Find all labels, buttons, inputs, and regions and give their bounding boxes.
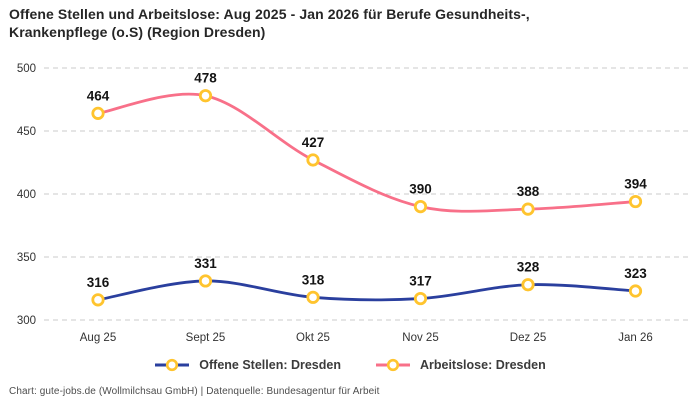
legend-line-circle-icon [155, 358, 190, 372]
data-point-label: 316 [87, 275, 110, 290]
data-point-label: 464 [87, 88, 110, 103]
data-point-marker[interactable] [306, 153, 320, 167]
y-tick-label: 350 [17, 252, 36, 264]
legend-label: Arbeitslose: Dresden [419, 358, 546, 372]
data-point-marker[interactable] [521, 278, 535, 292]
data-point-marker[interactable] [628, 284, 643, 298]
legend-line-circle-icon [375, 358, 410, 372]
legend-label: Offene Stellen: Dresden [199, 358, 341, 372]
y-tick-label: 400 [17, 189, 36, 201]
data-point-marker[interactable] [628, 194, 643, 209]
y-tick-label: 450 [17, 126, 36, 138]
data-point-marker[interactable] [413, 291, 428, 306]
data-point-label: 388 [517, 184, 540, 199]
x-tick-label: Nov 25 [402, 332, 438, 344]
chart-attribution: Chart: gute-jobs.de (Wollmilchsau GmbH) … [9, 386, 380, 397]
data-point-label: 328 [517, 260, 540, 275]
x-tick-label: Aug 25 [80, 332, 116, 344]
chart-legend: Offene Stellen: Dresden Arbeitslose: Dre… [0, 352, 700, 378]
data-point-label: 323 [624, 266, 647, 281]
data-point-label: 318 [302, 272, 325, 287]
data-point-marker[interactable] [521, 202, 535, 216]
data-point-label: 478 [194, 71, 217, 86]
data-point-marker[interactable] [413, 200, 428, 214]
chart-plot-area: 300 350 400 450 500 Aug 25 Sept 25 Okt 25 Nov 25… [0, 56, 700, 348]
chart-title: Offene Stellen und Arbeitslose: Aug 2025… [9, 6, 530, 41]
data-point-marker[interactable] [198, 89, 213, 103]
line-chart-svg: 300 350 400 450 500 Aug 25 Sept 25 Okt 25 Nov 25… [17, 63, 692, 344]
series-line-offene-stellen [96, 279, 637, 302]
legend-item-offene-stellen[interactable]: Offene Stellen: Dresden [154, 358, 341, 372]
series-line-arbeitslose [96, 92, 637, 213]
y-tick-label: 500 [17, 63, 36, 75]
x-tick-label: Okt 25 [296, 332, 330, 344]
data-point-marker[interactable] [91, 293, 105, 307]
data-point-marker[interactable] [91, 106, 105, 120]
data-point-label: 317 [409, 274, 432, 289]
x-tick-label: Dez 25 [510, 332, 546, 344]
data-point-label: 394 [624, 177, 647, 192]
data-point-marker[interactable] [306, 290, 320, 304]
y-tick-label: 300 [17, 315, 36, 327]
data-point-label: 331 [194, 256, 217, 271]
x-tick-label: Jan 26 [618, 332, 653, 344]
data-point-label: 427 [302, 135, 325, 150]
data-point-label: 390 [409, 182, 432, 197]
legend-item-arbeitslose[interactable]: Arbeitslose: Dresden [375, 358, 546, 372]
x-tick-label: Sept 25 [186, 332, 226, 344]
data-point-marker[interactable] [198, 274, 213, 288]
